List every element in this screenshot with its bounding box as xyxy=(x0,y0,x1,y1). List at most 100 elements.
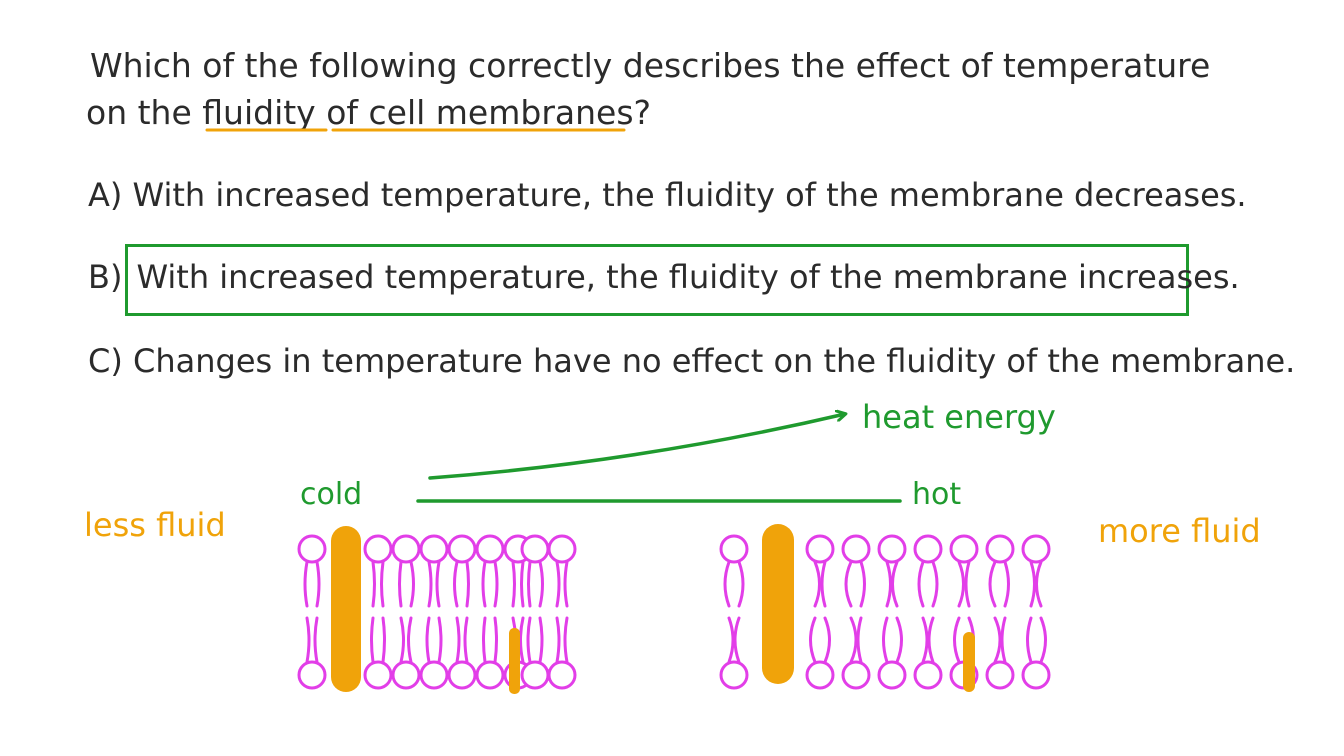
phospholipid-head xyxy=(985,660,1015,690)
phospholipid-tail xyxy=(733,616,741,664)
phospholipid-head xyxy=(547,660,577,690)
phospholipid-tail xyxy=(927,616,935,664)
phospholipid-head xyxy=(520,660,550,690)
heat-energy-arrow xyxy=(428,414,845,480)
heat-energy-label: heat energy xyxy=(862,398,1056,436)
phospholipid-tail xyxy=(895,616,903,664)
cholesterol-protein-large xyxy=(331,526,361,692)
phospholipid-tail xyxy=(723,560,731,608)
phospholipid-head xyxy=(841,534,871,564)
phospholipid-tail xyxy=(957,560,965,608)
cold-label: cold xyxy=(300,477,363,512)
hot-label: hot xyxy=(912,477,962,512)
highlight-fluidity: fluidity xyxy=(202,93,316,132)
option-b[interactable]: B) With increased temperature, the fluidi… xyxy=(88,258,1240,296)
phospholipid-head xyxy=(841,660,871,690)
cholesterol-protein-small xyxy=(963,632,975,692)
phospholipid-head xyxy=(1021,660,1051,690)
phospholipid-tail xyxy=(437,616,443,664)
phospholipid-tail xyxy=(407,616,413,664)
cholesterol-protein-large xyxy=(762,524,794,684)
phospholipid-head xyxy=(520,534,550,564)
cholesterol-protein-small xyxy=(509,628,520,694)
phospholipid-tail xyxy=(526,616,532,664)
phospholipid-tail xyxy=(737,560,745,608)
phospholipid-tail xyxy=(520,560,525,608)
phospholipid-tail xyxy=(727,616,735,664)
phospholipid-tail xyxy=(856,616,863,664)
phospholipid-head xyxy=(363,660,393,690)
option-c[interactable]: C) Changes in temperature have no effect… xyxy=(88,342,1295,380)
phospholipid-tail xyxy=(427,560,433,608)
option-a-letter: A) xyxy=(88,176,123,214)
phospholipid-tail xyxy=(527,560,532,608)
question-mark: ? xyxy=(633,93,652,132)
option-b-letter: B) xyxy=(88,258,123,296)
phospholipid-tail xyxy=(481,560,487,608)
phospholipid-tail xyxy=(563,616,569,664)
phospholipid-tail xyxy=(813,560,821,608)
option-a[interactable]: A) With increased temperature, the fluid… xyxy=(88,176,1247,214)
phospholipid-head xyxy=(475,534,505,564)
phospholipid-head xyxy=(447,660,477,690)
phospholipid-tail xyxy=(891,560,899,608)
phospholipid-tail xyxy=(370,616,375,664)
phospholipid-tail xyxy=(993,616,1002,664)
phospholipid-tail xyxy=(465,560,470,608)
phospholipid-head xyxy=(949,534,979,564)
phospholipid-tail xyxy=(519,616,525,664)
phospholipid-head xyxy=(419,534,449,564)
hot-membrane xyxy=(719,524,1051,692)
phospholipid-head xyxy=(475,660,505,690)
phospholipid-tail xyxy=(371,560,376,608)
phospholipid-tail xyxy=(1003,560,1010,608)
cold-membrane xyxy=(297,526,577,694)
phospholipid-head xyxy=(297,660,327,690)
phospholipid-tail xyxy=(399,616,405,664)
phospholipid-tail xyxy=(511,560,516,608)
phospholipid-tail xyxy=(555,560,561,608)
phospholipid-tail xyxy=(538,560,544,608)
phospholipid-tail xyxy=(563,560,569,608)
question-line-1: Which of the following correctly describ… xyxy=(90,46,1211,85)
phospholipid-head xyxy=(719,534,749,564)
phospholipid-tail xyxy=(305,616,311,664)
phospholipid-head xyxy=(805,534,835,564)
phospholipid-tail xyxy=(455,616,461,664)
phospholipid-tail xyxy=(1000,616,1007,664)
phospholipid-head xyxy=(877,660,907,690)
phospholipid-tail xyxy=(435,560,441,608)
phospholipid-tail xyxy=(1029,560,1036,608)
phospholipid-head xyxy=(913,660,943,690)
phospholipid-tail xyxy=(493,616,498,664)
phospholipid-tail xyxy=(482,616,487,664)
highlight-cell-membranes: of cell membranes xyxy=(326,93,634,132)
phospholipid-tail xyxy=(303,560,309,608)
phospholipid-tail xyxy=(409,560,415,608)
phospholipid-head xyxy=(547,534,577,564)
phospholipid-tail xyxy=(453,560,459,608)
phospholipid-tail xyxy=(921,616,929,664)
phospholipid-head xyxy=(391,534,421,564)
phospholipid-tail xyxy=(555,616,561,664)
phospholipid-tail xyxy=(1026,616,1033,664)
phospholipid-tail xyxy=(931,560,939,608)
less-fluid-label: less fluid xyxy=(84,506,226,544)
phospholipid-head xyxy=(391,660,421,690)
phospholipid-head xyxy=(419,660,449,690)
question-prefix: on the xyxy=(86,93,203,132)
phospholipid-head xyxy=(805,660,835,690)
phospholipid-tail xyxy=(820,560,827,608)
phospholipid-head xyxy=(877,534,907,564)
phospholipid-tail xyxy=(380,560,385,608)
phospholipid-tail xyxy=(1039,616,1047,664)
phospholipid-tail xyxy=(809,616,817,664)
phospholipid-head xyxy=(719,660,749,690)
phospholipid-tail xyxy=(493,560,499,608)
phospholipid-head xyxy=(447,534,477,564)
option-b-text: With increased temperature, the fluidity… xyxy=(136,258,1240,296)
phospholipid-head xyxy=(985,534,1015,564)
more-fluid-label: more fluid xyxy=(1098,512,1261,550)
phospholipid-tail xyxy=(463,616,469,664)
